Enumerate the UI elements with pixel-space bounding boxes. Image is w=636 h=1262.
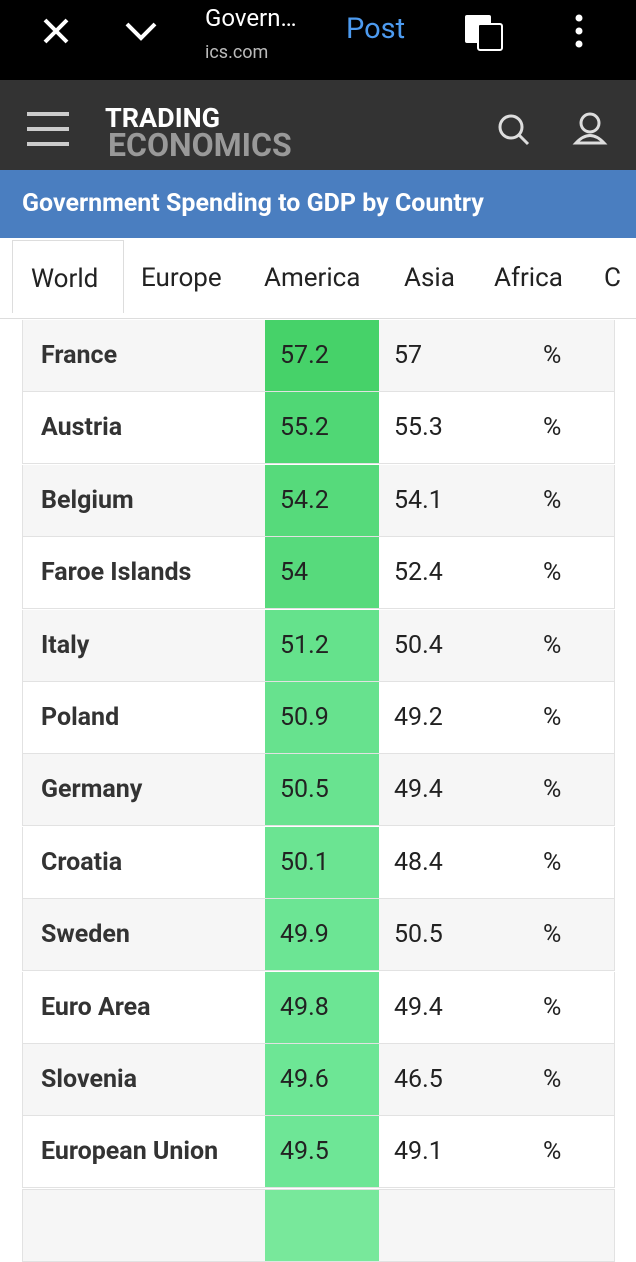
previous-value: 55.3 (394, 413, 443, 443)
country[interactable]: European Union (41, 1137, 219, 1167)
translate-icon-back (477, 23, 503, 51)
country[interactable]: Germany (41, 775, 143, 805)
page-heading: Government Spending to GDP by Country (0, 170, 636, 238)
logo-top[interactable]: TRADING (105, 102, 221, 134)
unit: % (543, 630, 562, 660)
previous-value: 49.4 (394, 775, 443, 805)
tab[interactable]: Europe (141, 263, 222, 293)
user-icon[interactable] (579, 112, 601, 134)
previous-value: 50.4 (394, 630, 443, 660)
table-row[interactable]: Poland 50.9 49.2% (22, 682, 615, 754)
url: ics.com (205, 42, 269, 63)
search-icon[interactable] (498, 114, 524, 140)
last-value: 49.5 (265, 1116, 379, 1188)
tab[interactable]: America (264, 263, 361, 293)
previous-value: 49.4 (394, 992, 443, 1022)
last-value: 50.1 (265, 826, 379, 898)
previous-value: 49.1 (394, 1137, 443, 1167)
previous-value: 52.4 (394, 558, 443, 588)
region-tabs: World Europe America Asia Africa C (0, 238, 636, 319)
table-row[interactable]: Euro Area 49.8 49.4% (22, 971, 615, 1044)
country[interactable]: Faroe Islands (41, 558, 192, 588)
table-row[interactable]: Sweden 49.9 50.5% (22, 899, 615, 972)
tab[interactable]: Asia (404, 263, 455, 293)
previous-value: 57 (394, 341, 423, 370)
country[interactable]: Austria (41, 413, 123, 443)
tab[interactable]: C (604, 263, 621, 293)
table-row[interactable]: Italy 51.2 50.4% (22, 609, 615, 682)
table-row[interactable]: Slovenia 49.6 46.5% (22, 1044, 615, 1116)
country[interactable]: Euro Area (41, 992, 151, 1022)
table-row[interactable]: France 57.2 57% (22, 320, 615, 392)
menu-dot[interactable] (575, 14, 583, 22)
previous-value: 50.5 (394, 920, 443, 950)
browser-bar: Govern… ics.com Post (0, 0, 636, 80)
unit: % (543, 485, 562, 515)
menu-dot[interactable] (575, 27, 583, 35)
last-value: 51.2 (265, 609, 379, 681)
last-value: 50.9 (265, 682, 379, 753)
table-row[interactable]: Croatia 50.1 48.4% (22, 826, 615, 899)
tab[interactable]: Africa (494, 263, 563, 293)
last-value: 49.6 (265, 1044, 379, 1115)
unit: % (543, 847, 562, 877)
last-value: 49.8 (265, 971, 379, 1043)
table-row[interactable]: Austria 55.2 55.3% (22, 392, 615, 465)
previous-value: 49.2 (394, 703, 443, 732)
header-icons (27, 112, 608, 146)
last-value: 50.5 (265, 754, 379, 826)
page-title: Govern… (205, 4, 297, 32)
country[interactable]: Poland (41, 703, 120, 732)
dropdown-icon[interactable] (125, 22, 157, 41)
unit: % (543, 920, 562, 950)
unit: % (543, 703, 562, 732)
table-row[interactable]: European Union 49.5 49.1% (22, 1116, 615, 1189)
previous-value: 54.1 (394, 485, 443, 515)
post-button[interactable]: Post (346, 12, 406, 46)
country[interactable]: France (41, 341, 118, 370)
country[interactable]: Slovenia (41, 1065, 137, 1094)
country[interactable]: Belgium (41, 485, 134, 515)
tab[interactable]: World (12, 240, 124, 313)
previous-value: 46.5 (394, 1065, 443, 1094)
last-value: 54 (265, 537, 379, 609)
country[interactable]: Sweden (41, 920, 130, 950)
last-value: 49.9 (265, 899, 379, 971)
last-value-cell (265, 1189, 379, 1261)
country[interactable]: Italy (41, 630, 90, 660)
last-value: 54.2 (265, 464, 379, 536)
close-icon[interactable] (43, 18, 69, 44)
unit: % (543, 992, 562, 1022)
unit: % (543, 558, 562, 588)
table-row[interactable]: Germany 50.5 49.4% (22, 754, 615, 827)
site-header: TRADING ECONOMICS (0, 80, 636, 170)
table-row[interactable]: Belgium 54.2 54.1% (22, 464, 615, 537)
hamburger-icon[interactable] (27, 112, 69, 146)
country[interactable]: Croatia (41, 847, 123, 877)
unit: % (543, 1137, 562, 1167)
table-row[interactable]: Faroe Islands 54 52.4% (22, 537, 615, 610)
unit: % (543, 413, 562, 443)
last-value: 57.2 (265, 320, 379, 391)
logo-bottom[interactable]: ECONOMICS (108, 126, 292, 164)
previous-value: 48.4 (394, 847, 443, 877)
unit: % (543, 341, 562, 370)
unit: % (543, 775, 562, 805)
last-value: 55.2 (265, 392, 379, 464)
menu-dot[interactable] (575, 40, 583, 48)
browser-icons (43, 14, 583, 51)
unit: % (543, 1065, 562, 1094)
